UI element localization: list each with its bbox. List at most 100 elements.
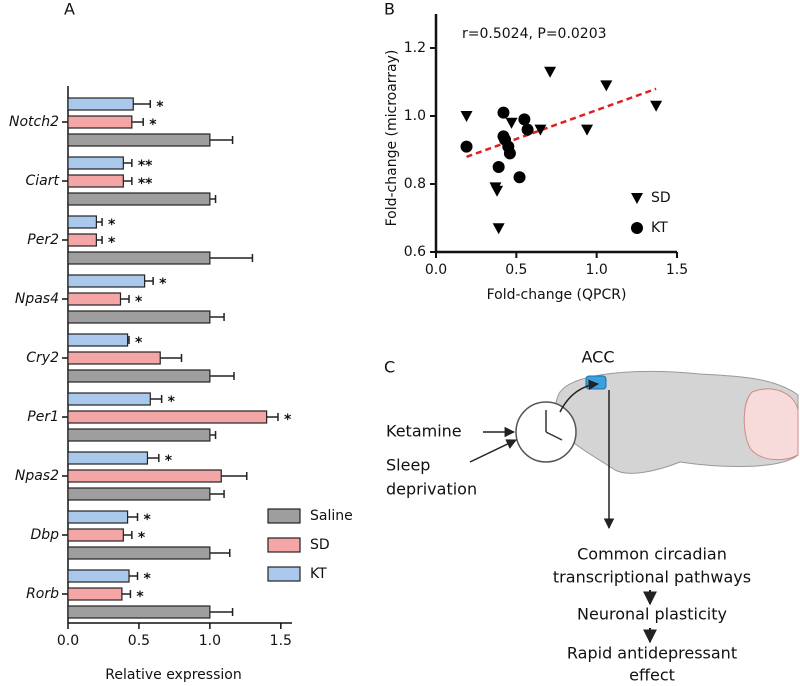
y-tick-label: 0.8	[404, 176, 426, 192]
point	[544, 66, 557, 78]
bar	[67, 351, 161, 365]
bar	[67, 333, 129, 347]
bar	[67, 451, 149, 465]
significance: *	[156, 99, 164, 115]
panel-label: C	[384, 358, 395, 377]
error-bar	[221, 472, 248, 480]
error-bar	[209, 195, 217, 203]
error-bar	[144, 277, 154, 285]
bar	[67, 233, 97, 247]
brain	[555, 370, 799, 474]
y-tick-label: 0.6	[404, 244, 426, 260]
bar	[67, 156, 124, 170]
y-tick-label: Npas2	[15, 468, 59, 484]
acc-region	[585, 375, 607, 390]
point	[491, 185, 504, 197]
point	[492, 223, 505, 235]
error-bar	[133, 100, 152, 108]
legend-label: SD	[310, 537, 330, 553]
significance: *	[165, 453, 173, 469]
error-bar	[160, 354, 183, 362]
bar	[67, 274, 146, 288]
significance: *	[135, 335, 143, 351]
step-text: Common circadian	[577, 545, 727, 564]
point	[499, 133, 512, 146]
legend-label: Saline	[310, 508, 353, 524]
point	[460, 140, 473, 153]
significance: *	[159, 276, 167, 292]
error-bar	[127, 336, 130, 344]
x-tick-label: 0.0	[425, 262, 447, 278]
point	[518, 113, 531, 126]
x-tick-label: 0.5	[128, 633, 150, 649]
error-bar	[121, 590, 132, 598]
significance: **	[138, 176, 153, 192]
y-tick-label: 1.2	[404, 40, 426, 56]
point	[497, 106, 510, 119]
bar	[67, 528, 124, 542]
bar	[67, 192, 211, 206]
error-bar	[209, 254, 254, 262]
bar	[67, 115, 133, 129]
x-axis-label: Fold-change (QPCR)	[487, 287, 627, 303]
error-bar	[209, 549, 231, 557]
x-tick-label: 0.0	[57, 633, 79, 649]
error-bar	[209, 313, 225, 321]
bar	[67, 546, 211, 560]
error-bar	[127, 513, 139, 521]
error-bar	[209, 490, 225, 498]
significance: **	[138, 158, 153, 174]
step-text: Neuronal plasticity	[577, 605, 727, 624]
x-tick-label: 1.0	[199, 633, 221, 649]
error-bar	[96, 236, 103, 244]
bar	[67, 510, 129, 524]
point	[513, 171, 526, 184]
y-tick-label: Rorb	[26, 586, 59, 602]
point	[503, 147, 516, 160]
bar	[67, 469, 222, 483]
legend-marker	[631, 222, 643, 234]
bar	[67, 392, 151, 406]
step-text: Rapid antidepressant	[567, 644, 737, 663]
panel-label: A	[64, 0, 75, 19]
error-bar	[96, 218, 103, 226]
bar	[67, 410, 268, 424]
error-bar	[123, 531, 133, 539]
point	[521, 123, 534, 136]
significance: *	[138, 530, 146, 546]
legend-label: KT	[651, 220, 668, 236]
point	[492, 161, 505, 173]
x-axis-label: Relative expression	[105, 667, 241, 683]
significance: *	[135, 294, 143, 310]
sleep-label: Sleep	[386, 456, 430, 475]
y-tick-label: Notch2	[9, 114, 59, 130]
significance: *	[144, 571, 152, 587]
y-tick-label: Cry2	[26, 350, 59, 366]
error-bar	[120, 295, 130, 303]
error-bar	[147, 454, 160, 462]
legend-marker	[631, 193, 643, 204]
error-bar	[123, 159, 133, 167]
y-tick-label: Per1	[27, 409, 59, 425]
annotation: r=0.5024, P=0.0203	[462, 26, 607, 42]
point	[650, 100, 663, 112]
error-bar	[209, 608, 234, 616]
acc-label: ACC	[581, 348, 614, 367]
sleep-label: deprivation	[386, 480, 477, 499]
y-tick-label: 1.0	[404, 108, 426, 124]
significance: *	[284, 412, 292, 428]
ketamine-label: Ketamine	[386, 422, 462, 441]
significance: *	[144, 512, 152, 528]
error-bar	[209, 136, 234, 144]
bar	[67, 605, 211, 619]
significance: *	[168, 394, 176, 410]
bar	[67, 587, 123, 601]
legend-swatch	[267, 537, 301, 553]
bar	[67, 369, 211, 383]
y-axis-label: Fold-change (microarray)	[384, 50, 400, 227]
arrow	[469, 439, 517, 463]
legend-label: SD	[651, 190, 671, 206]
step-text: effect	[629, 666, 675, 685]
trend-line	[466, 87, 657, 158]
y-tick-label: Per2	[27, 232, 59, 248]
